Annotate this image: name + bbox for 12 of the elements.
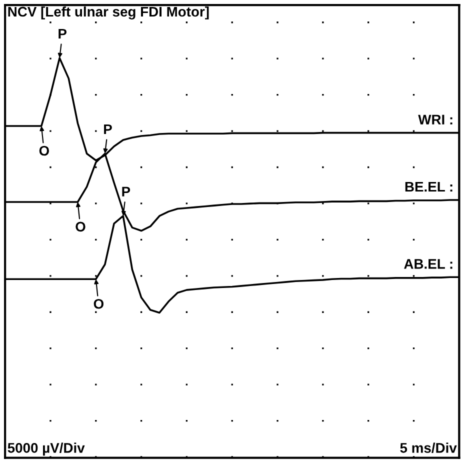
annotation: 5 ms/Div: [400, 442, 457, 453]
annotation: O: [39, 146, 49, 156]
annotation: P: [104, 124, 112, 134]
series-label: BE.EL :: [405, 182, 452, 192]
chart-title: NCV [Left ulnar seg FDI Motor]: [8, 6, 209, 20]
annotation: 5000 µV/Div: [8, 442, 85, 456]
annotation: O: [76, 222, 86, 232]
series-label: AB.EL :: [404, 259, 452, 269]
text: P: [58, 28, 66, 39]
annotation: P: [122, 186, 130, 196]
series-label: WRI :: [418, 114, 452, 124]
annotation: O: [94, 298, 104, 309]
